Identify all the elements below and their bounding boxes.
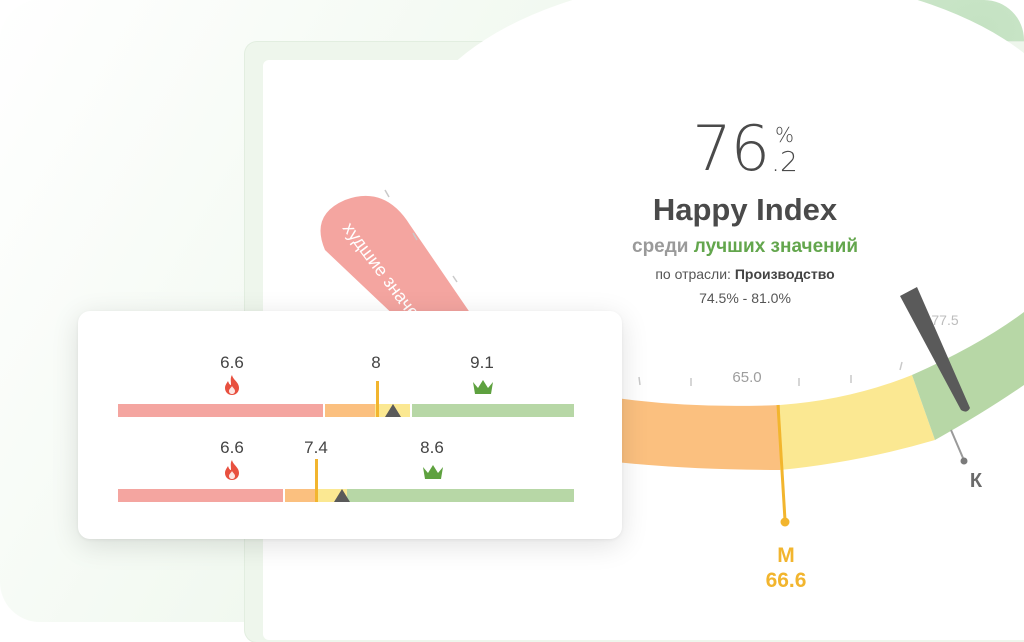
- index-subtitle: среди лучших значений: [595, 236, 895, 258]
- main-value-decimal: .2: [771, 145, 798, 178]
- row-best-value: 8.6: [420, 438, 444, 457]
- bar-industry-triangle: [385, 404, 401, 417]
- bar-industry-triangle: [334, 489, 350, 502]
- bar-orange-segment: [285, 489, 315, 502]
- row-worst-value: 6.6: [220, 438, 244, 457]
- index-title: Happy Index: [652, 192, 838, 227]
- gauge-tick-label-77: 77.5: [931, 312, 958, 328]
- industry-value: Производство: [734, 266, 835, 282]
- industry-line: по отрасли: Производство: [595, 266, 895, 282]
- bar-worst-segment: [118, 404, 323, 417]
- subtitle-highlight: лучших значений: [693, 236, 858, 257]
- fire-icon: [224, 460, 240, 485]
- marker-m-value: 66.6: [766, 569, 807, 592]
- bar-orange-segment: [325, 404, 375, 417]
- bar-best-segment: [347, 489, 574, 502]
- marker-m: [776, 404, 790, 527]
- industry-label: по отрасли:: [655, 266, 731, 282]
- gauge-band-yellow: [780, 375, 935, 470]
- crown-icon: [472, 379, 494, 400]
- row-marker-value: 8: [371, 353, 381, 372]
- gauge-needle: [900, 287, 970, 412]
- bar-company-marker: [315, 459, 318, 502]
- worst-zone-pill: [320, 195, 475, 340]
- main-value-integer: 76: [692, 112, 770, 185]
- range-text: 74.5% - 81.0%: [699, 290, 791, 306]
- subtitle-prefix: среди: [632, 236, 689, 257]
- bar-best-segment: [412, 404, 574, 417]
- gauge-ticks: [384, 189, 903, 386]
- main-value: 76 % .2: [692, 118, 798, 180]
- marker-k: [950, 429, 968, 465]
- bar-company-marker: [376, 381, 379, 417]
- comparison-card: 6.6 8 9.1 6.6 7.4 8.6: [78, 311, 622, 539]
- gauge-inner-disk: [410, 0, 1024, 325]
- gauge-band-green: [912, 312, 1024, 440]
- gauge-header: 76 % .2 Happy Index среди лучших значени…: [595, 118, 895, 307]
- gauge-tick-label-65: 65.0: [732, 369, 761, 386]
- crown-icon: [422, 464, 444, 485]
- row-worst-value: 6.6: [220, 353, 244, 372]
- marker-m-letter: М: [777, 544, 795, 567]
- marker-k-letter: К: [970, 470, 983, 492]
- row-marker-value: 7.4: [304, 438, 328, 457]
- row-best-value: 9.1: [470, 353, 494, 372]
- fire-icon: [224, 375, 240, 400]
- main-value-unit: %: [774, 123, 794, 147]
- bar-worst-segment: [118, 489, 283, 502]
